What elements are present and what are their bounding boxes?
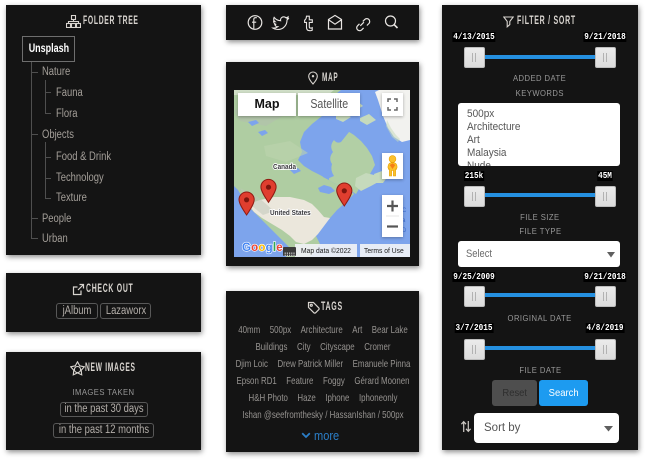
svg-text:a: a xyxy=(402,218,406,224)
svg-text:Terms of Use: Terms of Use xyxy=(364,247,404,255)
svg-text:C: C xyxy=(402,208,407,214)
svg-text:Google: Google xyxy=(242,242,283,254)
svg-text:D: D xyxy=(402,228,407,234)
svg-text:Canada: Canada xyxy=(273,164,296,172)
svg-text:Map data ©2022: Map data ©2022 xyxy=(301,247,351,255)
svg-text:United States: United States xyxy=(270,210,311,218)
